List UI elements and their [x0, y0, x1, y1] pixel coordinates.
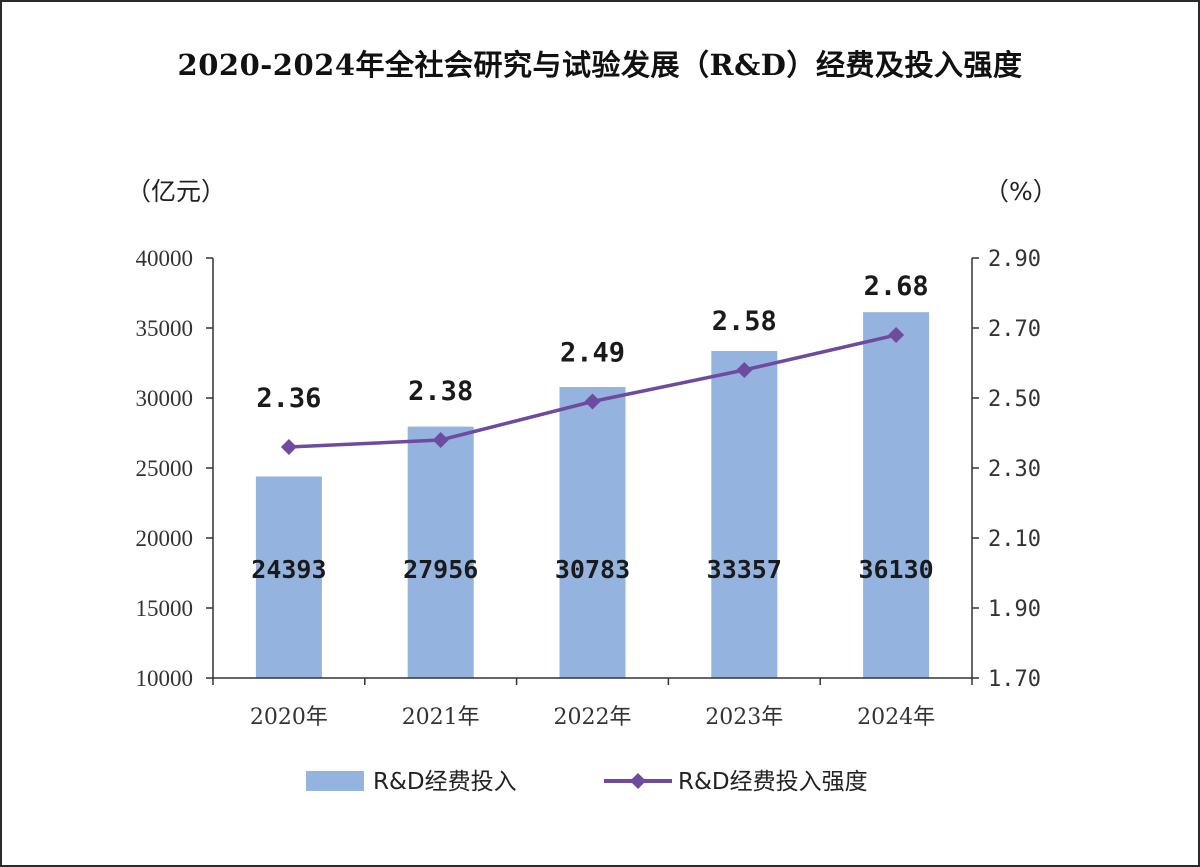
bar-2 — [559, 387, 626, 678]
legend-bar-label: R&D经费投入 — [373, 769, 517, 795]
left-tick-label-2: 20000 — [136, 526, 194, 551]
right-tick-label-5: 2.70 — [988, 317, 1041, 342]
left-tick-label-4: 30000 — [136, 386, 194, 411]
bar-1 — [407, 426, 474, 678]
left-tick-label-1: 15000 — [136, 596, 194, 621]
line-label-0: 2.36 — [256, 383, 321, 414]
left-tick-label-6: 40000 — [136, 246, 194, 271]
left-tick-label-5: 35000 — [136, 316, 194, 341]
x-tick-label-1: 2021年 — [402, 705, 480, 730]
right-tick-label-1: 1.90 — [988, 597, 1041, 622]
x-tick-label-4: 2024年 — [857, 705, 935, 730]
left-tick-label-3: 25000 — [136, 456, 194, 481]
chart-title: 2020-2024年全社会研究与试验发展（R&D）经费及投入强度 — [177, 48, 1023, 82]
right-axis-unit: （%） — [984, 177, 1058, 206]
bar-label-3: 33357 — [707, 555, 782, 584]
right-tick-label-2: 2.10 — [988, 527, 1041, 552]
x-tick-label-2: 2022年 — [554, 705, 632, 730]
left-axis-unit: （亿元） — [126, 177, 227, 206]
line-label-1: 2.38 — [408, 376, 473, 407]
right-tick-label-6: 2.90 — [988, 247, 1041, 272]
legend-bar-swatch — [306, 771, 364, 791]
line-label-2: 2.49 — [560, 338, 625, 369]
line-label-4: 2.68 — [864, 271, 929, 302]
legend-line-label: R&D经费投入强度 — [678, 769, 868, 795]
line-marker-0 — [280, 439, 297, 455]
bar-0 — [255, 476, 322, 678]
bar-label-1: 27956 — [403, 555, 478, 584]
legend-line-marker — [630, 773, 646, 789]
x-tick-label-3: 2023年 — [705, 705, 783, 730]
x-tick-label-0: 2020年 — [250, 705, 328, 730]
bar-3 — [711, 351, 778, 678]
bar-4 — [863, 312, 930, 678]
line-marker-4 — [888, 327, 905, 343]
right-tick-label-4: 2.50 — [988, 387, 1041, 412]
left-tick-label-0: 10000 — [136, 666, 194, 691]
line-marker-1 — [432, 432, 449, 448]
bar-label-2: 30783 — [555, 555, 630, 584]
line-label-3: 2.58 — [712, 306, 777, 337]
line-marker-3 — [736, 362, 753, 378]
bar-label-0: 24393 — [251, 555, 326, 584]
right-tick-label-0: 1.70 — [988, 667, 1041, 692]
bar-label-4: 36130 — [858, 555, 933, 584]
line-marker-2 — [584, 393, 601, 410]
right-tick-label-3: 2.30 — [988, 457, 1041, 482]
